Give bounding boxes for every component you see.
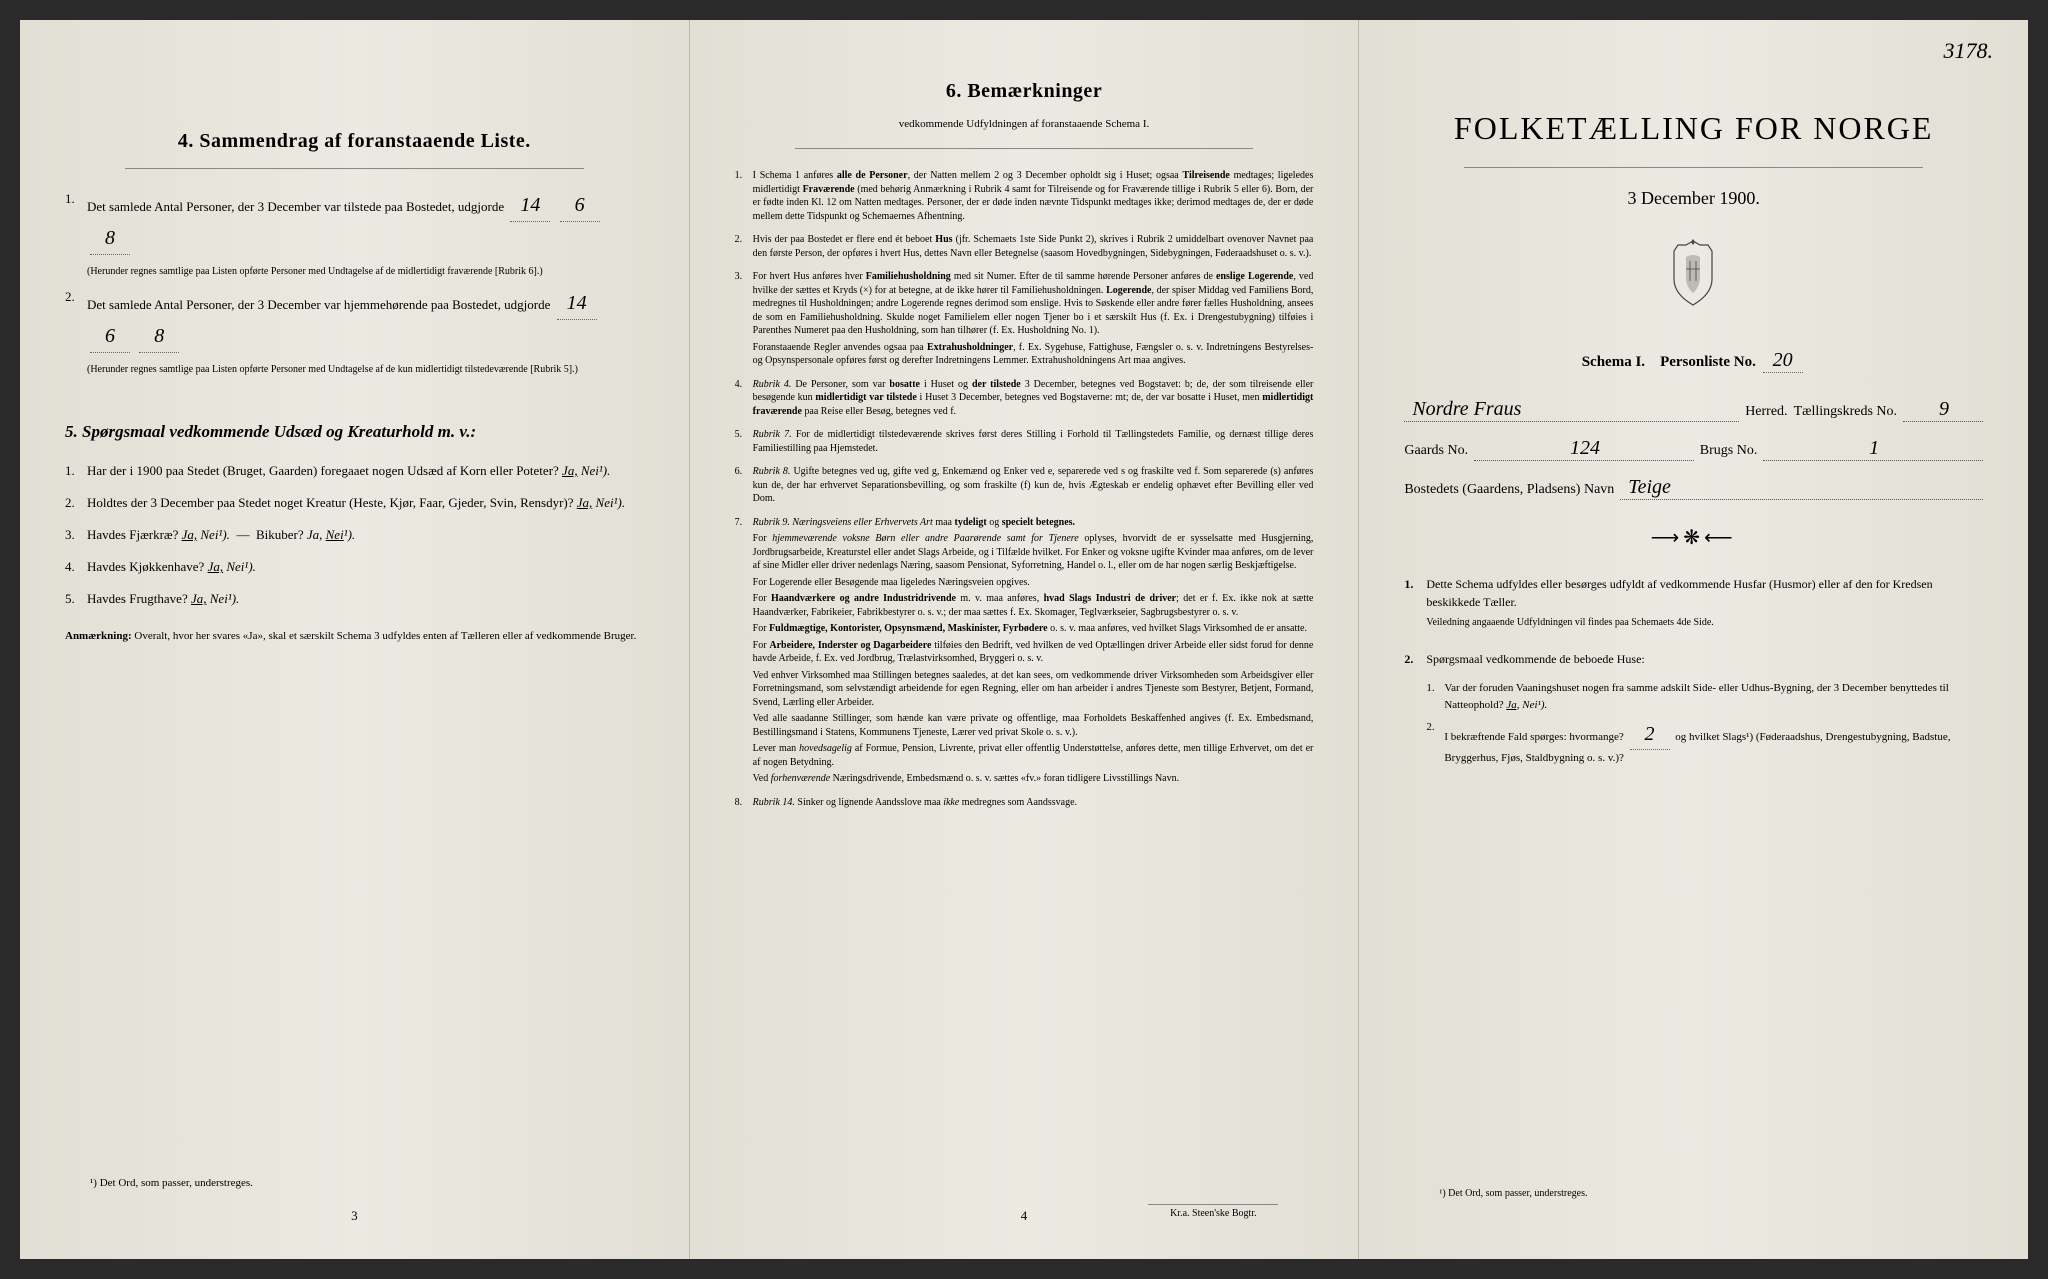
footnote: ¹) Det Ord, som passer, understreges. bbox=[90, 1177, 253, 1189]
main-title: FOLKETÆLLING FOR NORGE bbox=[1404, 110, 1983, 147]
remark-item: 8.Rubrik 14. Sinker og lignende Aandsslo… bbox=[735, 796, 1314, 813]
page-middle: 6. Bemærkninger vedkommende Udfyldningen… bbox=[690, 20, 1360, 1259]
question-4: 4. Havdes Kjøkkenhave? Ja, Nei¹). bbox=[65, 556, 644, 578]
female-1: 8 bbox=[90, 222, 130, 255]
remark-item: 6.Rubrik 8. Ugifte betegnes ved ug, gift… bbox=[735, 465, 1314, 509]
summary-item-1: 1. Det samlede Antal Personer, der 3 Dec… bbox=[65, 189, 644, 255]
item-1-note: (Herunder regnes samtlige paa Listen opf… bbox=[87, 265, 644, 279]
male-2: 6 bbox=[90, 320, 130, 353]
sq2-value: 2 bbox=[1630, 719, 1670, 750]
question-2: 2. Holdtes der 3 December paa Stedet nog… bbox=[65, 492, 644, 514]
taellingskreds-no: 9 bbox=[1903, 398, 1983, 422]
coat-of-arms bbox=[1404, 239, 1983, 314]
question-1: 1. Har der i 1900 paa Stedet (Bruget, Ga… bbox=[65, 460, 644, 482]
right-item-1: 1. Dette Schema udfyldes eller besørges … bbox=[1404, 575, 1983, 638]
remark-item: 5.Rubrik 7. For de midlertidigt tilstede… bbox=[735, 428, 1314, 458]
printer-credit: Kr.a. Steen'ske Bogtr. bbox=[1148, 1204, 1278, 1219]
census-document: 4. Sammendrag af foranstaaende Liste. 1.… bbox=[20, 20, 2028, 1259]
bostedets-value: Teige bbox=[1620, 476, 1983, 500]
herred-value: Nordre Fraus bbox=[1404, 398, 1739, 422]
summary-item-2: 2. Det samlede Antal Personer, der 3 Dec… bbox=[65, 287, 644, 353]
page-left: 4. Sammendrag af foranstaaende Liste. 1.… bbox=[20, 20, 690, 1259]
gaards-line: Gaards No. 124 Brugs No. 1 bbox=[1404, 437, 1983, 461]
sub-question-1: 1. Var der foruden Vaaningshuset nogen f… bbox=[1426, 680, 1983, 713]
section-6-subtitle: vedkommende Udfyldningen af foranstaaend… bbox=[735, 118, 1314, 130]
section-6-title: 6. Bemærkninger bbox=[735, 80, 1314, 103]
remark-item: 7.Rubrik 9. Næringsveiens eller Erhverve… bbox=[735, 516, 1314, 789]
total-1: 14 bbox=[510, 189, 550, 222]
right-item-2: 2. Spørgsmaal vedkommende de beboede Hus… bbox=[1404, 650, 1983, 668]
remark-item: 2.Hvis der paa Bostedet er flere end ét … bbox=[735, 233, 1314, 263]
gaards-no: 124 bbox=[1474, 437, 1694, 461]
brugs-no: 1 bbox=[1763, 437, 1983, 461]
page-number: 3 bbox=[351, 1208, 358, 1224]
remark-item: 3.For hvert Hus anføres hver Familiehush… bbox=[735, 270, 1314, 371]
bostedets-line: Bostedets (Gaardens, Pladsens) Navn Teig… bbox=[1404, 476, 1983, 500]
total-2: 14 bbox=[557, 287, 597, 320]
divider bbox=[125, 168, 584, 169]
census-date: 3 December 1900. bbox=[1404, 188, 1983, 209]
flourish-icon: ⟶❋⟵ bbox=[1404, 525, 1983, 550]
male-1: 6 bbox=[560, 189, 600, 222]
sub-question-2: 2. I bekræftende Fald spørges: hvormange… bbox=[1426, 719, 1983, 767]
female-2: 8 bbox=[139, 320, 179, 353]
item-2-note: (Herunder regnes samtlige paa Listen opf… bbox=[87, 363, 644, 377]
herred-line: Nordre Fraus Herred. Tællingskreds No. 9 bbox=[1404, 398, 1983, 422]
question-5: 5. Havdes Frugthave? Ja, Nei¹). bbox=[65, 588, 644, 610]
section-5-title: 5. Spørgsmaal vedkommende Udsæd og Kreat… bbox=[65, 422, 644, 442]
remark-item: 1.I Schema 1 anføres alle de Personer, d… bbox=[735, 169, 1314, 226]
section-4-title: 4. Sammendrag af foranstaaende Liste. bbox=[65, 130, 644, 153]
personliste-no: 20 bbox=[1763, 349, 1803, 373]
remark: Anmærkning: Overalt, hvor her svares «Ja… bbox=[65, 628, 644, 645]
page-number: 4 bbox=[1021, 1208, 1028, 1224]
remarks-list: 1.I Schema 1 anføres alle de Personer, d… bbox=[735, 169, 1314, 812]
remark-item: 4.Rubrik 4. De Personer, som var bosatte… bbox=[735, 378, 1314, 422]
page-right: 3178. FOLKETÆLLING FOR NORGE 3 December … bbox=[1359, 20, 2028, 1259]
divider bbox=[795, 148, 1254, 149]
corner-number: 3178. bbox=[1944, 38, 1994, 64]
question-3: 3. Havdes Fjærkræ? Ja, Nei¹). — Bikuber?… bbox=[65, 524, 644, 546]
schema-line: Schema I. Personliste No. 20 bbox=[1404, 349, 1983, 373]
right-footnote: ¹) Det Ord, som passer, understreges. bbox=[1439, 1188, 1587, 1199]
divider bbox=[1464, 167, 1923, 168]
